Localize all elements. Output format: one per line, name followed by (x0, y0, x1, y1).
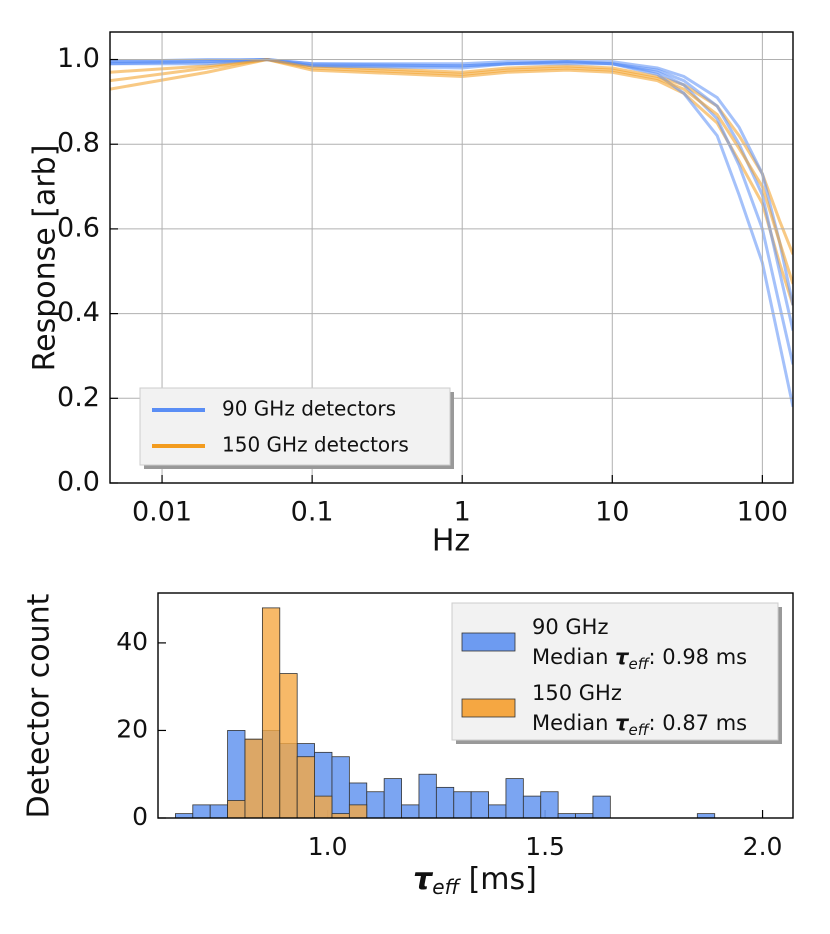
histogram-bar (435, 786, 455, 819)
legend-label: 90 GHz (532, 615, 608, 639)
histogram-bar (522, 795, 542, 819)
y-axis-label: Response [arb] (28, 145, 63, 372)
x-tick-label: 0.1 (291, 497, 334, 528)
y-tick-label: 0.6 (57, 212, 100, 243)
response-curve (110, 58, 793, 255)
x-tick-label: 10 (595, 497, 629, 528)
histogram-bar (314, 795, 333, 819)
response-curve (110, 57, 793, 306)
legend-note: Median τeff: 0.87 ms (532, 711, 747, 739)
y-tick-label: 0 (132, 802, 148, 831)
histogram-bar (244, 738, 263, 819)
histogram-bar (279, 673, 298, 819)
x-axis-label-subscript: eff (432, 875, 461, 899)
histogram-bar (261, 607, 281, 819)
histogram-bar (453, 791, 472, 819)
histogram-bar (470, 791, 489, 819)
x-tick-label: 100 (737, 497, 789, 528)
histogram-bar (592, 795, 611, 819)
histogram-bar (488, 804, 507, 819)
histogram-bar (505, 778, 524, 819)
legend-note-symbol: τ (615, 645, 629, 669)
histogram-bar (418, 773, 437, 819)
histogram-bar (331, 756, 350, 819)
y-tick-label: 0.4 (57, 297, 100, 328)
x-axis-label-symbol: τ (413, 862, 434, 897)
legend-label: 150 GHz (532, 681, 622, 705)
legend-note-prefix: Median (532, 645, 615, 669)
legend-note-suffix: : 0.98 ms (649, 645, 748, 669)
histogram-bar (383, 778, 402, 819)
legend-note-symbol: τ (615, 711, 629, 735)
y-tick-label: 0.2 (57, 382, 100, 413)
histogram-bar (296, 756, 315, 819)
plot (110, 57, 793, 408)
y-tick-label: 0.0 (57, 467, 100, 498)
legend-note-prefix: Median (532, 711, 615, 735)
response-curve (110, 58, 793, 408)
y-tick-label: 40 (116, 627, 148, 656)
legend-note: Median τeff: 0.98 ms (532, 645, 747, 673)
legend (139, 387, 451, 466)
x-axis-label: Hz (432, 524, 470, 559)
axes-frame (157, 592, 794, 819)
histogram-bar (209, 804, 228, 819)
legend-swatch (461, 698, 516, 718)
response-curve (110, 58, 793, 285)
legend-note-suffix: : 0.87 ms (649, 711, 748, 735)
histogram-bar (366, 791, 385, 819)
histogram-bar (348, 804, 368, 819)
x-tick-label: 1.0 (308, 832, 348, 861)
x-tick-label: 1 (454, 497, 471, 528)
x-tick-label: 1.5 (525, 832, 565, 861)
y-tick-label: 1.0 (57, 43, 100, 74)
histogram-bar (401, 804, 420, 819)
histogram-bar (227, 800, 246, 819)
x-tick-label: 2.0 (743, 832, 783, 861)
legend-note-subscript: eff (628, 655, 650, 673)
y-tick-label: 0.8 (57, 128, 100, 159)
legend-label: 150 GHz detectors (222, 433, 409, 457)
legend-note-subscript: eff (628, 721, 650, 739)
histogram-bar (540, 791, 559, 819)
response-curve (110, 58, 793, 306)
x-axis-label: τeff [ms] (413, 862, 537, 899)
legend-swatch (461, 632, 516, 652)
response-curve (110, 58, 793, 365)
axes-frame (109, 31, 794, 484)
x-axis-label-unit: [ms] (459, 862, 537, 897)
y-axis-label: Detector count (22, 593, 57, 818)
histogram-bar (192, 804, 211, 819)
x-tick-label: 0.01 (132, 497, 192, 528)
legend-label: 90 GHz detectors (222, 397, 396, 421)
y-tick-label: 20 (116, 714, 148, 743)
